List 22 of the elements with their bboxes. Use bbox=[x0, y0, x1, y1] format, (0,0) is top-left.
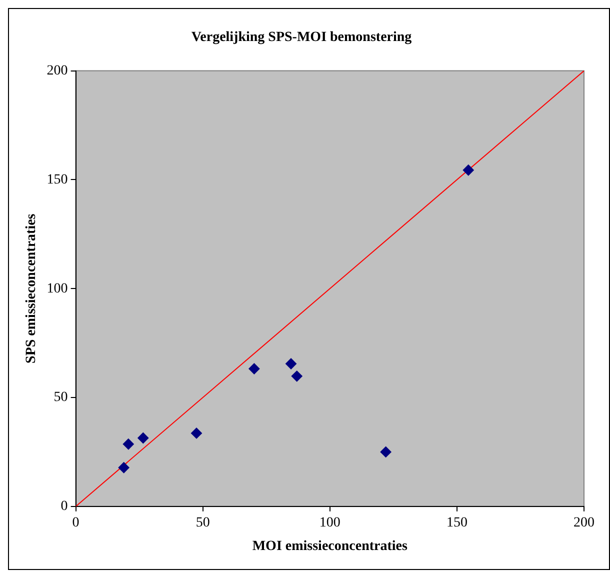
point bbox=[138, 432, 149, 444]
x-tick-label: 100 bbox=[319, 515, 340, 530]
point bbox=[248, 363, 260, 374]
chart-title: Vergelijking SPS-MOI bemonstering bbox=[191, 30, 412, 46]
y-tick-label: 200 bbox=[46, 63, 68, 78]
point bbox=[286, 358, 297, 370]
x-tick-label: 200 bbox=[574, 515, 594, 530]
point bbox=[291, 370, 302, 382]
point bbox=[122, 438, 134, 450]
point bbox=[380, 446, 392, 458]
y-tick-label: 50 bbox=[54, 390, 68, 406]
x-tick-label: 0 bbox=[72, 515, 80, 530]
point bbox=[118, 462, 130, 474]
y-tick-label: 0 bbox=[60, 499, 68, 514]
x-axis-title: MOI emissieconcentraties bbox=[252, 539, 408, 554]
point bbox=[191, 428, 202, 439]
y-tick-label: 150 bbox=[46, 172, 68, 188]
point bbox=[462, 164, 474, 176]
x-tick-label: 50 bbox=[196, 515, 210, 530]
y-axis-title: SPS emissieconcentraties bbox=[24, 213, 40, 364]
x-tick-label: 150 bbox=[446, 515, 468, 530]
y-tick-label: 100 bbox=[46, 281, 68, 296]
